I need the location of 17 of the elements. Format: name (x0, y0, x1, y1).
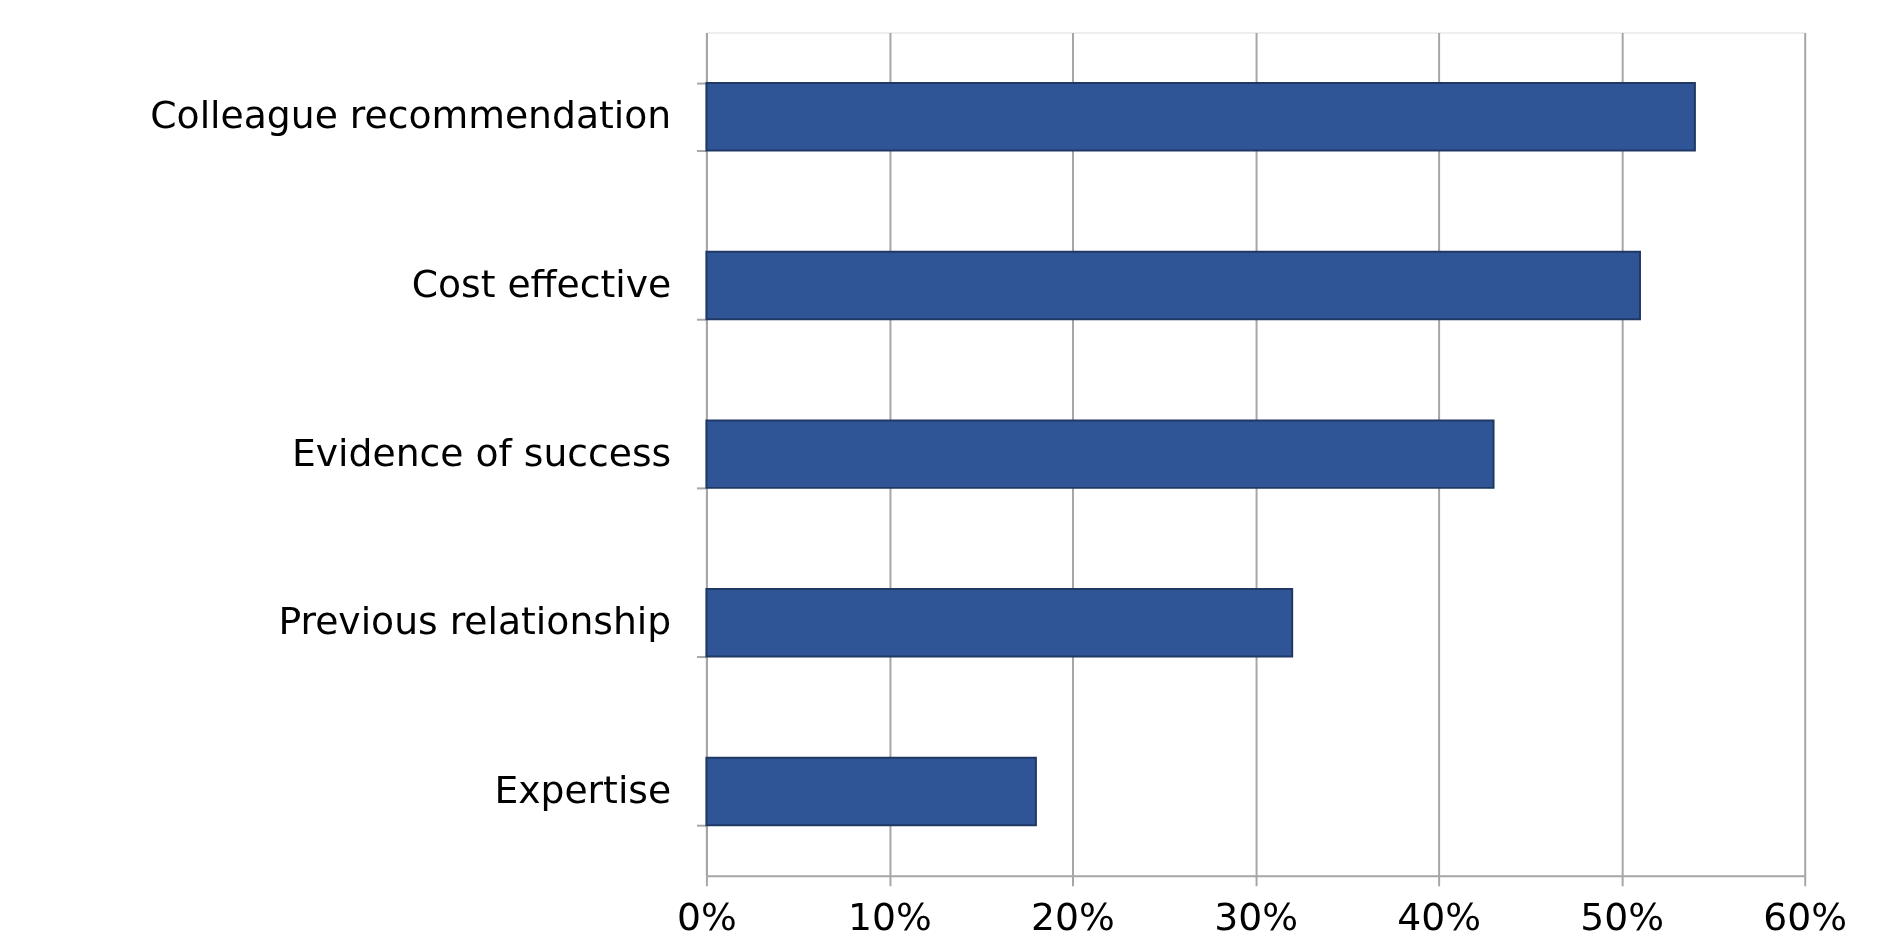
x-tick-label: 40% (1397, 894, 1482, 939)
y-tick-label: Colleague recommendation (150, 93, 672, 138)
y-tick-label: Cost effective (411, 261, 672, 306)
y-tick-label: Evidence of success (291, 430, 672, 475)
x-tick-label: 10% (848, 894, 932, 939)
x-tick-label: 20% (1031, 894, 1115, 939)
y-tick-label: Previous relationship (278, 599, 672, 644)
x-tick-label: 50% (1580, 894, 1665, 939)
x-tick-label: 0% (677, 894, 737, 939)
bar (705, 250, 1641, 321)
bar (705, 82, 1696, 152)
y-tick-label: Expertise (494, 767, 672, 812)
bar (705, 756, 1037, 827)
x-tick-label: 30% (1214, 894, 1298, 939)
bar (705, 419, 1495, 489)
bar (705, 588, 1294, 658)
x-tick-label: 60% (1763, 894, 1848, 939)
